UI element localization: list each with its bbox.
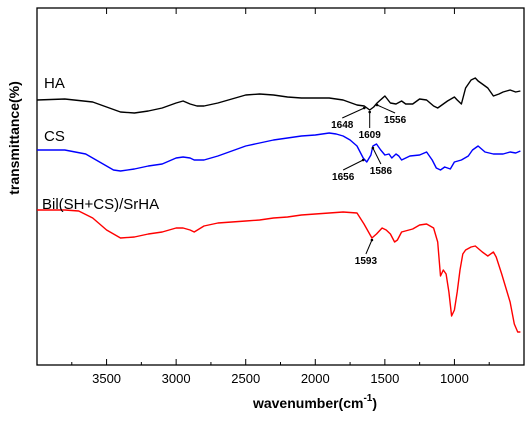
x-axis-title-main: wavenumber(cm (252, 395, 363, 411)
x-tick-label: 1500 (370, 371, 399, 386)
annotation-arrowhead (371, 146, 375, 150)
annotation-label: 1556 (384, 115, 407, 126)
x-axis-title: wavenumber(cm-1) (252, 393, 377, 411)
annotation-label: 1656 (332, 172, 355, 183)
y-axis-title: transmittance(%) (6, 81, 22, 195)
annotation-arrow (376, 104, 396, 114)
series-line-0 (36, 77, 521, 114)
x-axis-title-sup: -1 (363, 393, 372, 404)
series-label-composite: Bil(SH+CS)/SrHA (42, 196, 159, 213)
x-tick-label: 3500 (92, 371, 121, 386)
annotation-arrowhead (368, 110, 371, 114)
annotation-arrow (372, 147, 382, 165)
series-label-cs: CS (44, 128, 65, 145)
annotation-label: 1609 (359, 130, 382, 141)
series-line-2 (37, 209, 521, 333)
annotation-label: 1593 (355, 256, 378, 267)
x-tick-label: 2000 (301, 371, 330, 386)
annotation-arrow (365, 239, 373, 255)
series-label-ha: HA (44, 75, 65, 92)
annotation-label: 1648 (331, 120, 354, 131)
x-tick-label: 2500 (231, 371, 260, 386)
annotation-arrowhead (375, 103, 379, 107)
series-layer (36, 77, 521, 333)
annotation-label: 1586 (370, 166, 393, 177)
annotation-arrow (342, 107, 365, 119)
annotation-arrowhead (370, 238, 374, 242)
annotation-arrow (342, 159, 364, 171)
x-tick-label: 1000 (440, 371, 469, 386)
annotation-arrowhead (361, 158, 365, 162)
x-axis-title-close: ) (372, 395, 377, 411)
annotation-arrowhead (362, 106, 366, 110)
x-tick-label: 3000 (162, 371, 191, 386)
series-line-1 (37, 132, 521, 172)
x-axis-ticks: 3500 3000 2500 2000 1500 1000 (71, 8, 490, 386)
